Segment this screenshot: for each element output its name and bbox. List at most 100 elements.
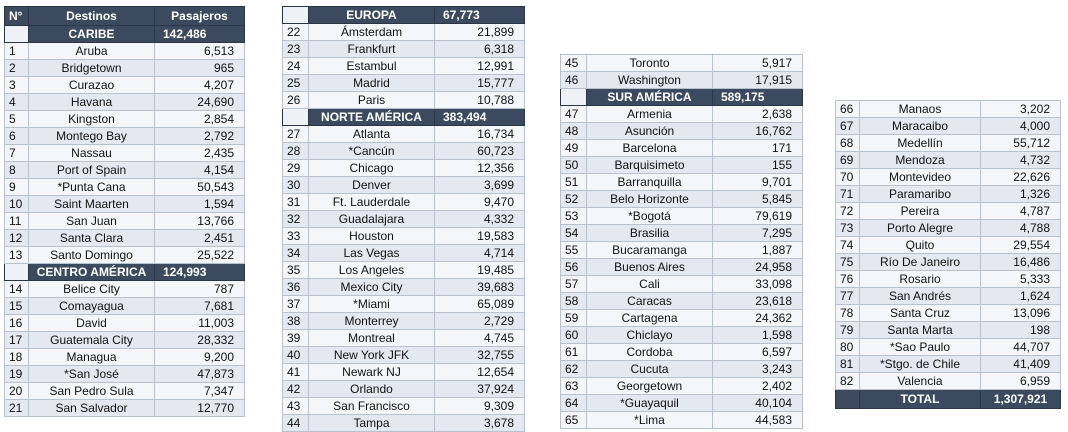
section-row-sur-america: SUR AMÉRICA 589,175 (560, 88, 803, 106)
passenger-count: 12,991 (434, 57, 525, 75)
destination-name: Santa Cruz (859, 304, 981, 322)
passenger-count: 16,486 (980, 253, 1061, 271)
table-row: 40 New York JFK 32,755 (282, 346, 525, 364)
row-number: 65 (560, 411, 587, 429)
destination-name: Bucaramanga (586, 241, 713, 259)
table-row: 82 Valencia 6,959 (835, 372, 1061, 390)
passenger-count: 23,618 (712, 292, 803, 310)
table-row: 21 San Salvador 12,770 (4, 399, 245, 417)
passenger-count: 787 (154, 280, 245, 298)
passenger-count: 4,000 (980, 117, 1061, 135)
destination-name: San Salvador (28, 399, 155, 417)
passenger-count: 41,409 (980, 355, 1061, 373)
destination-name: Cucuta (586, 360, 713, 378)
destination-name: Frankfurt (308, 40, 435, 58)
row-number: 46 (560, 71, 587, 89)
row-number: 2 (4, 59, 29, 77)
passenger-count: 5,845 (712, 190, 803, 208)
passenger-count: 5,917 (712, 54, 803, 72)
destination-name: Santo Domingo (28, 246, 155, 264)
row-number: 14 (4, 280, 29, 298)
row-number: 80 (835, 338, 860, 356)
section-label: CENTRO AMÉRICA (28, 263, 155, 281)
section-label: CARIBE (28, 25, 155, 43)
passenger-count: 7,295 (712, 224, 803, 242)
passenger-count: 25,522 (154, 246, 245, 264)
row-number: 1 (4, 42, 29, 60)
destination-name: Medellín (859, 134, 981, 152)
row-number: 67 (835, 117, 860, 135)
passenger-count: 9,200 (154, 348, 245, 366)
table-row: 77 San Andrés 1,624 (835, 287, 1061, 305)
table-row: 69 Mendoza 4,732 (835, 151, 1061, 169)
passenger-count: 155 (712, 156, 803, 174)
destination-name: Curazao (28, 76, 155, 94)
row-number: 42 (282, 380, 309, 398)
table-row: 57 Cali 33,098 (560, 275, 803, 293)
passenger-count: 3,678 (434, 414, 525, 432)
table-row: 49 Barcelona 171 (560, 139, 803, 157)
destination-name: Havana (28, 93, 155, 111)
row-number: 72 (835, 202, 860, 220)
row-number: 24 (282, 57, 309, 75)
row-number: 68 (835, 134, 860, 152)
destination-name: Guatemala City (28, 331, 155, 349)
passenger-count: 4,154 (154, 161, 245, 179)
row-number: 37 (282, 295, 309, 313)
total-row: TOTAL 1,307,921 (835, 389, 1061, 409)
destination-name: Saint Maarten (28, 195, 155, 213)
table-row: 20 San Pedro Sula 7,347 (4, 382, 245, 400)
destination-name: *Punta Cana (28, 178, 155, 196)
row-number: 52 (560, 190, 587, 208)
destination-name: Buenos Aires (586, 258, 713, 276)
table-row: 16 David 11,003 (4, 314, 245, 332)
passenger-count: 965 (154, 59, 245, 77)
table-row: 43 San Francisco 9,309 (282, 397, 525, 415)
table-row: 13 Santo Domingo 25,522 (4, 246, 245, 264)
row-number: 27 (282, 125, 309, 143)
table-row: 60 Chiclayo 1,598 (560, 326, 803, 344)
destination-name: Porto Alegre (859, 219, 981, 237)
passenger-count: 3,699 (434, 176, 525, 194)
passenger-count: 60,723 (434, 142, 525, 160)
passenger-count: 13,766 (154, 212, 245, 230)
destination-name: Belice City (28, 280, 155, 298)
destination-name: Santa Clara (28, 229, 155, 247)
row-number: 79 (835, 321, 860, 339)
row-number: 35 (282, 261, 309, 279)
row-number: 75 (835, 253, 860, 271)
row-number: 73 (835, 219, 860, 237)
row-number: 28 (282, 142, 309, 160)
row-number: 58 (560, 292, 587, 310)
table-row: 24 Estambul 12,991 (282, 57, 525, 75)
destination-name: Paramaribo (859, 185, 981, 203)
destination-name: Comayagua (28, 297, 155, 315)
passenger-count: 4,332 (434, 210, 525, 228)
passenger-count: 32,755 (434, 346, 525, 364)
destination-name: Georgetown (586, 377, 713, 395)
destination-name: San Juan (28, 212, 155, 230)
destination-name: Toronto (586, 54, 713, 72)
destination-name: San Pedro Sula (28, 382, 155, 400)
table-row: 37 *Miami 65,089 (282, 295, 525, 313)
destination-name: Barranquilla (586, 173, 713, 191)
col-pasajeros-header: Pasajeros (154, 6, 245, 26)
passenger-count: 9,309 (434, 397, 525, 415)
section-row-norte-america: NORTE AMÉRICA 383,494 (282, 108, 525, 126)
col-destinos-header: Destinos (28, 6, 155, 26)
table-row: 28 *Cancún 60,723 (282, 142, 525, 160)
section-label: SUR AMÉRICA (586, 88, 713, 106)
table-row: 2 Bridgetown 965 (4, 59, 245, 77)
row-number: 60 (560, 326, 587, 344)
row-number: 63 (560, 377, 587, 395)
destination-name: Manaos (859, 100, 981, 118)
section-row-caribe: CARIBE 142,486 (4, 25, 245, 43)
table-row: 35 Los Angeles 19,485 (282, 261, 525, 279)
row-number: 49 (560, 139, 587, 157)
table-row: 11 San Juan 13,766 (4, 212, 245, 230)
passenger-count: 2,729 (434, 312, 525, 330)
destination-name: Pereira (859, 202, 981, 220)
destination-name: Santa Marta (859, 321, 981, 339)
table-row: 4 Havana 24,690 (4, 93, 245, 111)
section-row-europa: EUROPA 67,773 (282, 6, 525, 24)
